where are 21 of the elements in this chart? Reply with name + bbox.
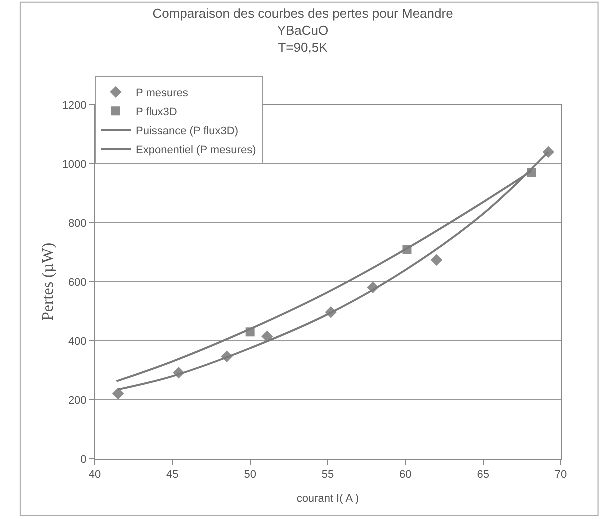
y-tick-label: 0 <box>80 454 87 466</box>
y-axis-title: Pertes (µW) <box>40 242 57 322</box>
y-tick-label: 400 <box>68 336 87 348</box>
x-tick-label: 70 <box>554 469 568 482</box>
x-tick-label: 50 <box>244 469 256 482</box>
x-tick-label: 55 <box>322 469 334 482</box>
legend-label: Puissance (P flux3D) <box>136 125 239 138</box>
legend-label: P mesures <box>136 87 189 100</box>
x-tick-label: 45 <box>166 469 179 482</box>
y-tick-label: 1000 <box>62 158 87 171</box>
y-tick-label: 200 <box>68 394 87 407</box>
legend-label: Exponentiel (P mesures) <box>136 144 256 156</box>
chart-title: Comparaison des courbes des pertes pour Meandre YBaCuO T=90,5K <box>152 6 454 55</box>
y-tick-label: 800 <box>68 218 87 230</box>
y-tick-label: 1200 <box>62 100 87 112</box>
x-axis-title: courant I( A ) <box>296 493 360 505</box>
x-tick-label: 65 <box>477 469 490 482</box>
x-tick-label: 40 <box>88 469 102 482</box>
legend-label: P flux3D <box>136 106 178 118</box>
x-tick-label: 60 <box>400 469 412 482</box>
y-tick-label: 600 <box>68 276 87 289</box>
